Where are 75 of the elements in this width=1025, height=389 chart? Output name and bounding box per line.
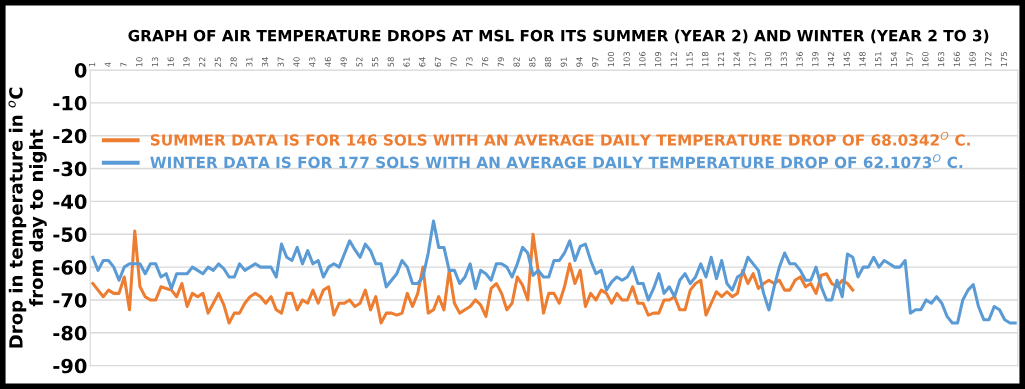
x-tick-label: 43 xyxy=(309,57,316,67)
x-tick-label: 160 xyxy=(922,51,929,67)
x-tick-label: 49 xyxy=(340,57,347,67)
x-tick-label: 133 xyxy=(780,52,788,67)
x-tick-label: 22 xyxy=(198,57,206,67)
y-tick-label: -60 xyxy=(53,260,87,275)
x-tick-label: 52 xyxy=(356,57,363,67)
x-tick-label: 103 xyxy=(623,52,630,67)
y-tick-label: -10 xyxy=(53,95,87,111)
legend-label: SUMMER DATA IS FOR 146 SOLS WITH AN AVERAGE DAILY TEMPERATURE DROP OF 68.0342$^{O}$ C. xyxy=(150,131,970,146)
x-tick-label: 73 xyxy=(466,57,473,67)
x-tick-label: 25 xyxy=(214,57,222,67)
x-tick-label: 16 xyxy=(167,57,174,67)
x-tick-label: 28 xyxy=(230,57,237,67)
x-tick-label: 151 xyxy=(875,52,882,67)
x-tick-label: 169 xyxy=(969,51,976,67)
x-tick-label: 124 xyxy=(733,51,740,67)
x-tick-label: 76 xyxy=(482,57,489,67)
x-tick-label: 79 xyxy=(497,57,505,67)
x-tick-label: 1 xyxy=(89,62,96,67)
y-tick-label: 0 xyxy=(74,62,87,78)
y-tick-label: -20 xyxy=(53,128,87,144)
line-series xyxy=(91,229,855,325)
x-tick-label: 127 xyxy=(749,52,756,67)
y-tick-label: -30 xyxy=(53,161,87,177)
x-tick-label: 106 xyxy=(639,51,646,67)
x-tick-label: 112 xyxy=(670,52,677,67)
y-tick-label: -80 xyxy=(53,325,87,341)
x-tick-label: 37 xyxy=(277,57,284,67)
legend-label: WINTER DATA IS FOR 177 SOLS WITH AN AVERAGE DAILY TEMPERATURE DROP OF 62.1073$^{O}$ C. xyxy=(150,154,963,169)
x-tick-label: 82 xyxy=(513,57,520,67)
x-tick-label: 46 xyxy=(324,57,332,67)
chart-title: GRAPH OF AIR TEMPERATURE DROPS AT MSL FOR ITS SUMMER (YEAR 2) AND WINTER (YEAR 2 TO 3) xyxy=(128,29,989,44)
x-tick-label: 175 xyxy=(1000,52,1008,67)
text: Drop in temperature in $^{o}$C from day to night xyxy=(8,87,47,348)
x-tick-label: 91 xyxy=(560,57,567,67)
x-tick-label: 55 xyxy=(372,57,379,67)
x-tick-label: 139 xyxy=(812,51,819,67)
x-tick-label: 88 xyxy=(544,57,552,67)
x-tick-label: 172 xyxy=(985,52,992,67)
x-tick-label: 163 xyxy=(937,52,945,67)
x-tick-label: 64 xyxy=(419,57,426,67)
x-tick-label: 7 xyxy=(120,62,127,67)
x-tick-label: 31 xyxy=(246,57,253,67)
x-tick-label: 10 xyxy=(136,57,143,67)
line-series xyxy=(91,219,1017,325)
x-tick-label: 118 xyxy=(702,51,709,67)
x-tick-label: 148 xyxy=(859,51,866,67)
x-tick-label: 4 xyxy=(104,62,111,67)
x-tick-label: 19 xyxy=(183,57,190,67)
x-tick-label: 100 xyxy=(607,51,615,67)
y-tick-label: -50 xyxy=(53,227,87,242)
x-tick-label: 85 xyxy=(529,57,536,67)
x-tick-label: 142 xyxy=(827,52,835,67)
x-tick-label: 58 xyxy=(387,57,394,67)
x-tick-label: 136 xyxy=(796,51,803,67)
x-tick-label: 97 xyxy=(592,57,599,67)
x-tick-label: 67 xyxy=(434,57,442,67)
y-tick-label: -90 xyxy=(53,358,87,374)
x-tick-label: 130 xyxy=(765,51,772,67)
x-tick-label: 61 xyxy=(403,57,410,67)
x-tick-label: 145 xyxy=(843,52,850,67)
x-tick-label: 70 xyxy=(450,57,457,67)
x-tick-label: 34 xyxy=(261,57,269,67)
x-tick-label: 154 xyxy=(890,51,898,67)
x-tick-label: 166 xyxy=(953,51,960,67)
y-tick-label: -40 xyxy=(53,194,87,210)
x-tick-label: 94 xyxy=(576,57,583,67)
x-tick-label: 115 xyxy=(686,52,693,67)
x-tick-label: 157 xyxy=(906,52,913,67)
x-tick-label: 121 xyxy=(717,52,725,67)
x-tick-label: 109 xyxy=(654,51,662,67)
y-tick-label: -70 xyxy=(53,292,87,308)
x-tick-label: 13 xyxy=(151,57,159,67)
x-tick-label: 40 xyxy=(293,57,300,67)
